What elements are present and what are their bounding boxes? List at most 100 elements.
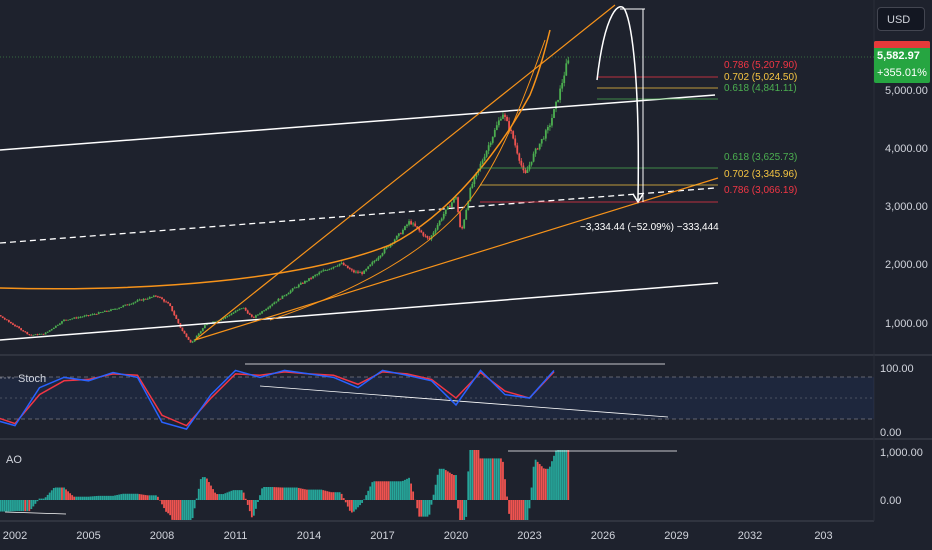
candle-body — [228, 315, 231, 317]
candle-body — [175, 315, 178, 319]
candle-body — [553, 109, 555, 118]
candle-body — [428, 237, 431, 240]
candle-body — [469, 187, 472, 202]
candle-body — [520, 160, 523, 166]
orange-trendline-lower[interactable] — [194, 177, 719, 341]
candle-body — [138, 299, 141, 301]
candle-body — [165, 301, 167, 303]
candle-body — [34, 334, 37, 336]
ao-bar — [3, 500, 6, 512]
candle-body — [267, 307, 270, 309]
ao-bar — [485, 458, 488, 500]
ao-bar — [420, 500, 423, 517]
ao-bar — [516, 500, 519, 520]
ao-bar — [320, 489, 323, 500]
projection-arc[interactable] — [596, 5, 640, 201]
candle-body — [265, 308, 268, 311]
stoch-k-line — [0, 369, 555, 430]
ao-bar — [183, 500, 186, 520]
candle-body — [240, 308, 243, 310]
orange-parabolic-curve[interactable] — [0, 29, 551, 290]
ao-bar — [161, 500, 163, 505]
stoch-divergence-line[interactable] — [259, 385, 669, 418]
time-tick-2032: 2032 — [738, 530, 762, 542]
candle-body — [489, 142, 492, 146]
stoch-label[interactable]: Stoch — [18, 373, 46, 385]
candle-body — [22, 330, 25, 332]
ao-bar — [10, 500, 12, 512]
orange-trendline-upper[interactable] — [194, 4, 616, 341]
candle-body — [163, 299, 165, 302]
ao-bar — [451, 474, 453, 500]
candle-body — [116, 308, 118, 310]
ao-bar — [0, 500, 2, 512]
candle-body — [122, 305, 125, 307]
ao-bar — [444, 470, 447, 500]
ao-bar — [277, 487, 280, 500]
channel-lower-line[interactable] — [0, 282, 719, 341]
ao-bar — [395, 481, 398, 500]
ao-bar — [169, 500, 172, 516]
candle-body — [304, 280, 306, 284]
ao-bar — [191, 500, 194, 519]
candle-body — [510, 129, 513, 132]
ao-bar — [267, 487, 270, 500]
ao-label[interactable]: AO — [6, 454, 22, 466]
channel-mid-dashed[interactable] — [0, 187, 716, 244]
candle-body — [467, 201, 470, 210]
ao-bar — [546, 468, 549, 500]
candle-body — [132, 302, 135, 304]
ao-bar — [101, 495, 104, 500]
last-price-change: +355.01% — [877, 67, 927, 79]
ao-bar — [250, 500, 253, 518]
candle-body — [377, 257, 380, 260]
candle-body — [412, 223, 415, 225]
currency-button[interactable]: USD — [877, 7, 925, 31]
ao-bar — [428, 500, 431, 515]
candle-body — [530, 161, 533, 165]
ao-bar — [469, 450, 472, 500]
candle-body — [504, 114, 506, 117]
candle-body — [273, 302, 276, 305]
candle-body — [483, 156, 486, 161]
ao-bar — [563, 450, 566, 500]
time-axis[interactable]: 2002 2005 2008 2011 2014 2017 2020 2023 2026 2029… — [3, 530, 833, 542]
candle-body — [52, 327, 55, 330]
ao-bar — [32, 500, 35, 507]
ao-bar — [397, 481, 400, 500]
ao-bar — [248, 500, 251, 512]
fib-lower-lines — [480, 167, 718, 203]
ao-bar — [399, 481, 402, 500]
candle-body — [342, 262, 345, 266]
ao-bar — [514, 500, 517, 520]
candle-body — [346, 265, 349, 269]
ao-bar — [293, 487, 296, 500]
ao-bar — [322, 490, 325, 500]
candle-body — [99, 312, 102, 314]
ao-bar — [163, 500, 165, 509]
candle-body — [263, 310, 265, 312]
ao-lower-line[interactable] — [4, 511, 67, 515]
candle-body — [502, 114, 504, 119]
channel-upper-line[interactable] — [0, 94, 716, 151]
orange-parabolic-curve-2[interactable] — [269, 39, 546, 321]
ao-tick-1000: 1,000.00 — [880, 447, 923, 459]
candle-body — [24, 331, 27, 333]
candle-body — [495, 125, 498, 130]
candle-body — [252, 316, 255, 318]
candle-body — [26, 332, 29, 335]
candle-body — [232, 312, 235, 314]
candle-body — [236, 309, 239, 312]
ao-bar — [181, 500, 184, 520]
ao-bar — [477, 450, 480, 500]
ao-bar — [455, 475, 457, 500]
ao-bar — [310, 489, 312, 500]
candle-body — [487, 145, 490, 151]
ao-bar — [20, 500, 23, 512]
ao-bar — [38, 498, 41, 500]
candle-body — [159, 296, 161, 298]
candle-body — [314, 275, 317, 277]
candle-body — [18, 326, 20, 329]
candle-body — [318, 272, 321, 275]
